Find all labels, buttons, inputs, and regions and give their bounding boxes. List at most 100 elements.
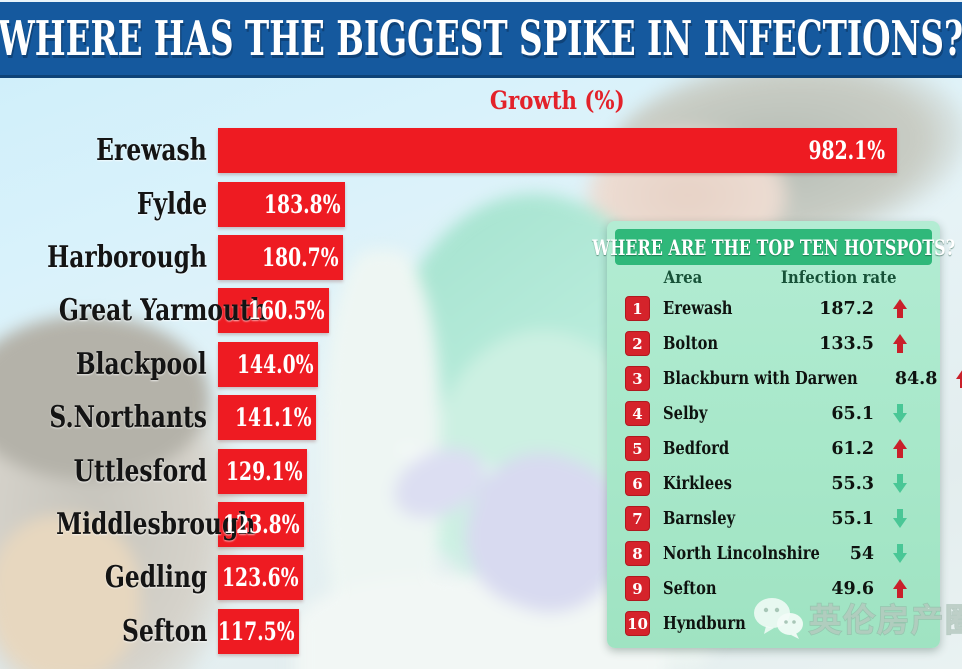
chart-row: Uttlesford 129.1% (0, 444, 962, 497)
area-name: Erewash (663, 298, 733, 319)
rank-badge: 10 (625, 611, 650, 636)
infection-rate-value: 84.8 (894, 368, 938, 389)
up-arrow-icon (874, 439, 926, 458)
rank-badge: 8 (625, 541, 650, 566)
table-row: 10 Hyndburn (615, 606, 932, 641)
area-name: Blackburn with Darwen (663, 368, 858, 389)
bar: 123.6% (218, 555, 303, 601)
bar-label: Blackpool (76, 346, 207, 382)
rank-badge: 2 (625, 331, 650, 356)
bar-value: 123.6% (221, 563, 299, 593)
chart-row: Fylde 183.8% (0, 177, 962, 230)
rank-badge: 3 (625, 366, 650, 391)
table-row: 9 Sefton 49.6 (615, 571, 932, 606)
chart-row: Sefton 117.5% (0, 605, 962, 658)
patient-face (0, 515, 140, 669)
down-arrow-icon (874, 404, 926, 423)
chart-row: S.Northants 141.1% (0, 391, 962, 444)
infection-rate-value: 65.1 (831, 403, 874, 424)
column-header-area: Area (663, 268, 703, 288)
trend-arrow-down (893, 509, 907, 528)
bar-value: 129.1% (225, 456, 303, 486)
chart-row: Middlesbrough 123.8% (0, 498, 962, 551)
hotspots-panel-title: WHERE ARE THE TOP TEN HOTSPOTS? (592, 234, 955, 260)
bar-value: 982.1% (808, 136, 885, 166)
bar: 141.1% (218, 395, 316, 441)
infection-rate-value: 61.2 (831, 438, 874, 459)
trend-arrow-up (893, 334, 907, 353)
table-row: 3 Blackburn with Darwen 84.8 (615, 361, 962, 396)
hotspots-rows: 1 Erewash 187.2 2 Bolton 133.5 3 Blackburn with… (615, 291, 962, 641)
trend-arrow-up (893, 579, 907, 598)
watermark-text: 英伦房产圈 (808, 600, 962, 640)
rank-badge: 5 (625, 436, 650, 461)
chart-row: Gedling 123.6% (0, 551, 962, 604)
chart-row: Great Yarmouth 160.5% (0, 284, 962, 337)
chart-row: Blackpool 144.0% (0, 338, 962, 391)
bar: 117.5% (217, 608, 299, 654)
up-arrow-icon (937, 369, 962, 388)
up-arrow-icon (874, 334, 926, 353)
bar: 183.8% (218, 181, 345, 227)
table-row: 6 Kirklees 55.3 (615, 466, 932, 501)
bar-value: 123.8% (222, 509, 300, 539)
table-row: 5 Bedford 61.2 (615, 431, 932, 466)
bar: 144.0% (218, 341, 318, 387)
hotspots-panel-header: WHERE ARE THE TOP TEN HOTSPOTS? (592, 229, 955, 265)
bar-label: Middlesbrough (56, 506, 256, 542)
table-row: 1 Erewash 187.2 (615, 291, 932, 326)
bar-label: Sefton (121, 613, 207, 649)
down-arrow-icon (874, 544, 926, 563)
trend-arrow-up (893, 299, 907, 318)
bar-label: Erewash (96, 133, 207, 169)
table-row: 2 Bolton 133.5 (615, 326, 932, 361)
up-arrow-icon (874, 299, 926, 318)
rank-badge: 4 (625, 401, 650, 426)
hotspots-panel: WHERE ARE THE TOP TEN HOTSPOTS? Area Inf… (592, 221, 962, 648)
infection-rate-value: 49.6 (831, 578, 874, 599)
rank-badge: 6 (625, 471, 650, 496)
area-name: Barnsley (663, 508, 736, 529)
trend-arrow-down (893, 544, 908, 563)
bar-value: 180.7% (261, 242, 339, 272)
infection-rate-value: 133.5 (819, 333, 874, 354)
chart-row: Harborough 180.7% (0, 231, 962, 284)
trend-arrow-up (893, 439, 907, 458)
table-row: 7 Barnsley 55.1 (615, 501, 932, 536)
chart-title: Growth (%) (490, 86, 625, 115)
infection-rate-value: 187.2 (819, 298, 874, 319)
trend-arrow-down (893, 474, 907, 493)
down-arrow-icon (874, 509, 926, 528)
bar: 180.7% (218, 234, 343, 280)
infection-rate-value: 55.3 (831, 473, 874, 494)
lab-coat-bottom (295, 575, 665, 669)
column-header-infection-rate: Infection rate (780, 268, 897, 288)
bar-value: 141.1% (234, 403, 312, 433)
trend-arrow-down (893, 404, 907, 423)
header-banner: WHERE HAS THE BIGGEST SPIKE IN INFECTION… (0, 0, 962, 78)
bar-value: 183.8% (263, 189, 341, 219)
bar-label: Harborough (47, 239, 207, 275)
area-name: Kirklees (663, 473, 732, 494)
trend-arrow-up (956, 369, 962, 388)
infection-rate-value: 54 (849, 543, 875, 564)
bar-label: Gedling (104, 560, 207, 596)
area-name: Sefton (663, 578, 717, 599)
bar: 123.8% (218, 501, 304, 547)
hotspots-column-headers: Area Infection rate (615, 265, 932, 291)
area-name: Selby (663, 403, 708, 424)
rank-badge: 7 (625, 506, 650, 531)
bar-value: 160.5% (247, 296, 325, 326)
table-row: 4 Selby 65.1 (615, 396, 932, 431)
wechat-icon (754, 598, 803, 639)
bar-label: Great Yarmouth (58, 293, 268, 329)
patient-hair (0, 315, 210, 480)
watermark: 英伦房产圈 (752, 595, 962, 641)
area-name: Bolton (663, 333, 719, 354)
infection-rate-value: 55.1 (831, 508, 874, 529)
bar-value: 117.5% (217, 616, 295, 646)
chart-row: Erewash 982.1% (0, 124, 962, 177)
table-row: 8 North Lincolnshire 54 (615, 536, 932, 571)
area-name: Bedford (663, 438, 730, 459)
